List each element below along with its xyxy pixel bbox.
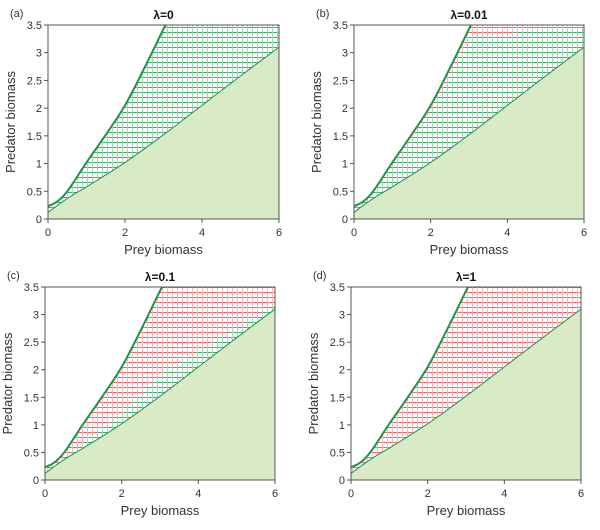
y-axis-label: Predator biomass <box>306 332 321 434</box>
y-tick-label: 3 <box>342 48 348 60</box>
plot-frame <box>47 24 280 220</box>
x-axis-label: Prey biomass <box>427 503 506 518</box>
lower-boundary-line <box>354 46 584 213</box>
upper-boundary-line <box>45 287 163 469</box>
safe-region <box>45 309 275 480</box>
x-tick-label: 6 <box>276 227 282 239</box>
lower-boundary-line <box>351 308 581 474</box>
x-tick-label: 4 <box>501 488 507 500</box>
panel-d: 0 0.5 1 1.5 2 2.5 3 3.5 0 2 4 6 Prey biomass Predator… <box>306 270 584 518</box>
y-tick-label: 2 <box>33 365 39 377</box>
x-tick-label: 0 <box>351 227 357 239</box>
y-tick-label: 0.5 <box>330 447 345 459</box>
x-tick-label: 4 <box>199 227 205 239</box>
y-tick-label: 3.5 <box>330 282 345 294</box>
y-tick-label: 1 <box>342 159 348 171</box>
y-axis-label: Predator biomass <box>0 332 15 434</box>
y-tick-label: 1.5 <box>24 392 39 404</box>
lower-boundary-line <box>45 308 275 474</box>
plot-area <box>354 25 584 219</box>
panel-title: λ=1 <box>456 270 477 284</box>
y-tick-label: 2.5 <box>330 337 345 349</box>
green-hatched-region <box>48 25 279 213</box>
y-tick-label: 1.5 <box>27 131 42 143</box>
y-tick-label: 3 <box>339 310 345 322</box>
upper-boundary-line <box>354 25 472 208</box>
y-tick-label: 2 <box>342 103 348 115</box>
y-tick-label: 0.5 <box>333 186 348 198</box>
y-tick-label: 0 <box>342 214 348 226</box>
panel-tag: (c) <box>7 270 20 282</box>
y-tick-label: 0.5 <box>24 447 39 459</box>
plot-frame <box>350 286 582 481</box>
lower-boundary-line <box>48 46 279 213</box>
x-tick-label: 0 <box>42 488 48 500</box>
y-tick-label: 3 <box>33 310 39 322</box>
y-tick-label: 2 <box>36 103 42 115</box>
panel-tag: (b) <box>316 8 329 20</box>
x-tick-label: 2 <box>122 227 128 239</box>
panel-tag: (a) <box>10 8 23 20</box>
y-tick-label: 3.5 <box>24 282 39 294</box>
y-tick-label: 1 <box>33 420 39 432</box>
x-tick-label: 4 <box>504 227 510 239</box>
x-tick-label: 2 <box>425 488 431 500</box>
panel-b: 0 0.5 1 1.5 2 2.5 3 3.5 0 2 4 6 Prey biomass Predator… <box>309 8 587 257</box>
y-axis-label: Predator biomass <box>3 71 18 173</box>
x-tick-label: 4 <box>195 488 201 500</box>
safe-region <box>351 309 581 480</box>
y-tick-label: 0 <box>33 475 39 487</box>
y-tick-label: 0 <box>339 475 345 487</box>
y-tick-label: 3.5 <box>333 20 348 32</box>
x-tick-label: 6 <box>272 488 278 500</box>
x-tick-label: 6 <box>581 227 587 239</box>
safe-region <box>48 47 279 219</box>
y-tick-label: 1.5 <box>333 131 348 143</box>
y-tick-label: 1.5 <box>330 392 345 404</box>
x-tick-label: 0 <box>45 227 51 239</box>
x-tick-label: 0 <box>348 488 354 500</box>
x-tick-label: 2 <box>119 488 125 500</box>
y-tick-label: 1 <box>339 420 345 432</box>
y-tick-label: 2.5 <box>24 337 39 349</box>
y-axis-label: Predator biomass <box>309 71 324 173</box>
y-tick-label: 2 <box>339 365 345 377</box>
y-tick-label: 3 <box>36 48 42 60</box>
panel-title: λ=0.01 <box>450 8 487 22</box>
safe-region <box>354 47 584 219</box>
upper-boundary-line <box>48 25 167 208</box>
panel-title: λ=0.1 <box>145 270 176 284</box>
x-axis-label: Prey biomass <box>121 503 200 518</box>
plot-area <box>351 287 581 480</box>
red-hatched-region <box>351 287 581 474</box>
red-hatched-region <box>45 287 275 473</box>
panel-tag: (d) <box>313 270 326 282</box>
y-tick-label: 2.5 <box>27 75 42 87</box>
x-tick-label: 6 <box>578 488 584 500</box>
y-tick-label: 2.5 <box>333 75 348 87</box>
panel-title: λ=0 <box>153 8 174 22</box>
green-hatched-region <box>354 25 584 213</box>
x-axis-label: Prey biomass <box>124 242 203 257</box>
y-tick-label: 0.5 <box>27 186 42 198</box>
x-tick-label: 2 <box>428 227 434 239</box>
plot-frame <box>353 24 585 220</box>
plot-area <box>48 25 279 219</box>
x-axis-label: Prey biomass <box>430 242 509 257</box>
plot-frame <box>44 286 276 481</box>
panel-c: 0 0.5 1 1.5 2 2.5 3 3.5 0 2 4 6 Prey biomass Predator… <box>0 270 278 518</box>
y-tick-label: 3.5 <box>27 20 42 32</box>
y-tick-label: 0 <box>36 214 42 226</box>
upper-boundary-line <box>351 287 469 469</box>
panel-a: 0 0.5 1 1.5 2 2.5 3 3.5 0 2 4 6 Prey biomass Predator… <box>3 8 282 257</box>
plot-area <box>45 287 275 480</box>
y-tick-label: 1 <box>36 159 42 171</box>
